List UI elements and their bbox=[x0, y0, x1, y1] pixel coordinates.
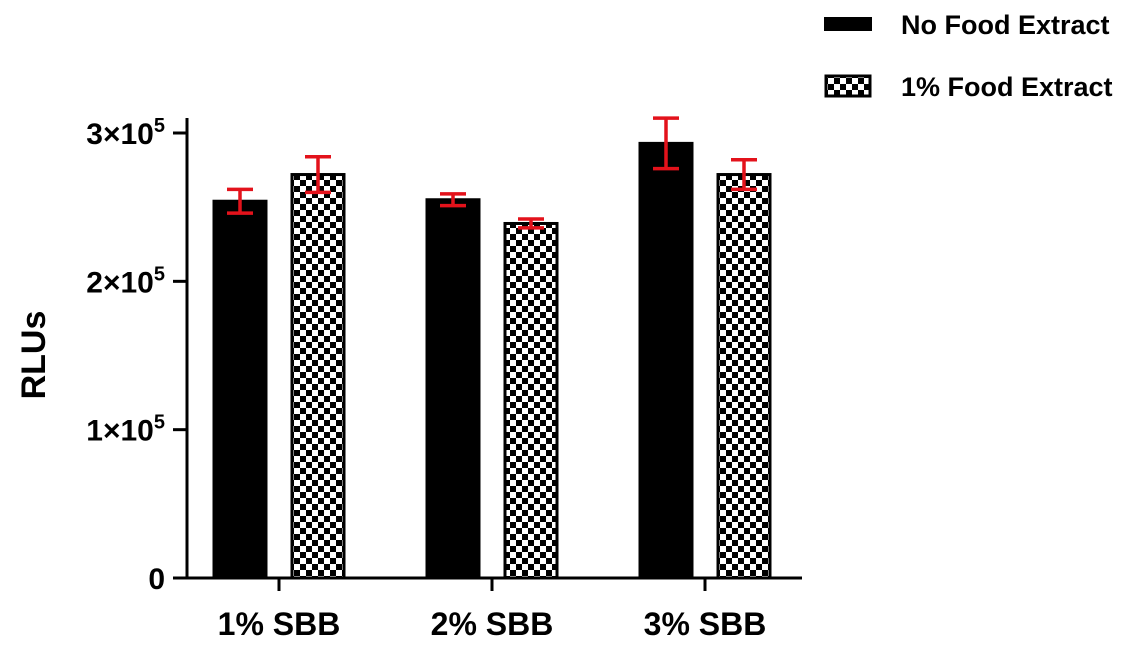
error-bars-layer bbox=[227, 116, 757, 230]
y-tick-label: 3×105 bbox=[86, 115, 165, 151]
x-tick-label: 2% SBB bbox=[431, 606, 554, 642]
y-tick-label: 0 bbox=[148, 563, 165, 596]
y-ticks: 0 1×105 2×105 3×105 bbox=[86, 115, 187, 596]
bars-layer bbox=[212, 141, 772, 580]
axes bbox=[185, 118, 802, 580]
error-bar-2-3 bbox=[731, 157, 757, 192]
y-tick-label: 2×105 bbox=[86, 263, 165, 299]
x-tick-label: 1% SBB bbox=[218, 606, 341, 642]
legend-swatch bbox=[824, 17, 872, 31]
bar-no-food-extract-2 bbox=[425, 198, 481, 580]
bar-food-extract-3 bbox=[716, 173, 772, 580]
legend-swatch bbox=[824, 74, 872, 98]
error-bar-2-1 bbox=[305, 154, 331, 195]
error-bar-1-2 bbox=[440, 192, 466, 208]
legend-label: 1% Food Extract bbox=[901, 72, 1113, 102]
bar-food-extract-1 bbox=[290, 173, 346, 580]
x-ticks: 1% SBB 2% SBB 3% SBB bbox=[218, 578, 767, 642]
y-tick-label: 1×105 bbox=[86, 412, 165, 448]
x-tick-label: 3% SBB bbox=[644, 606, 767, 642]
legend-item-2: 1% Food Extract bbox=[824, 72, 1113, 102]
legend: No Food Extract 1% Food Extract bbox=[824, 10, 1113, 102]
error-bar-2-2 bbox=[518, 217, 544, 230]
error-bar-1-1 bbox=[227, 187, 253, 215]
legend-label: No Food Extract bbox=[901, 10, 1110, 40]
bar-no-food-extract-1 bbox=[212, 199, 268, 580]
bar-no-food-extract-3 bbox=[638, 141, 694, 580]
legend-item-1: No Food Extract bbox=[824, 10, 1110, 40]
y-axis-title: RLUs bbox=[15, 311, 53, 400]
error-bar-1-3 bbox=[653, 116, 679, 171]
bar-food-extract-2 bbox=[503, 221, 559, 580]
